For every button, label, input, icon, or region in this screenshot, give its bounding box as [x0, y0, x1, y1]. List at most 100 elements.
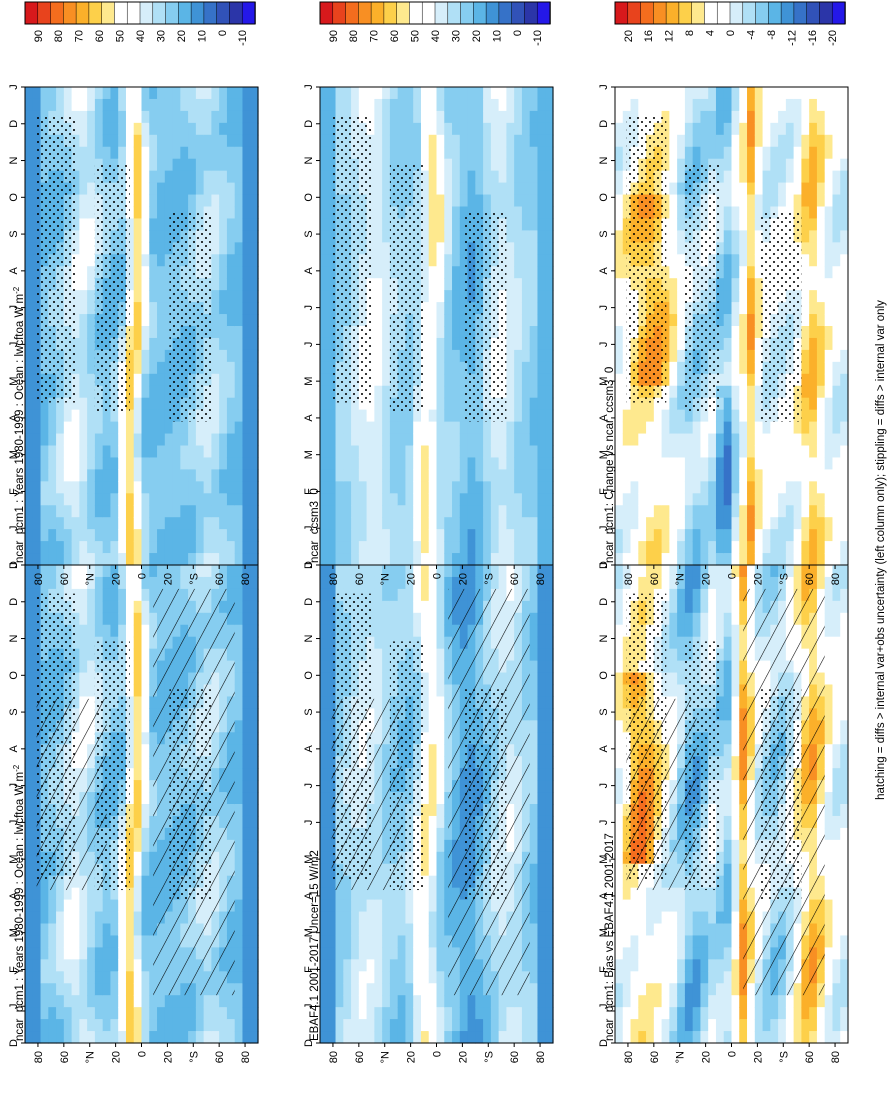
heatmap-cell — [125, 576, 135, 590]
heatmap-cell — [405, 624, 414, 638]
heatmap-cell — [40, 899, 49, 913]
heatmap-cell — [180, 98, 189, 112]
heatmap-cell — [413, 600, 422, 614]
heatmap-cell — [94, 421, 104, 435]
heatmap-cell — [141, 146, 150, 160]
heatmap-cell — [436, 612, 445, 626]
heatmap-cell — [226, 122, 236, 136]
heatmap-cell — [320, 242, 329, 255]
heatmap-cell — [545, 266, 554, 279]
heatmap-cell — [358, 529, 368, 542]
heatmap-cell — [413, 576, 422, 590]
heatmap-cell — [382, 146, 391, 160]
heatmap-cell — [420, 314, 430, 327]
heatmap-cell — [25, 373, 34, 387]
heatmap-cell — [483, 493, 492, 506]
hatching-region — [153, 588, 235, 996]
heatmap-cell — [125, 720, 135, 733]
heatmap-cell — [71, 469, 80, 482]
heatmap-cell — [125, 87, 135, 100]
heatmap-cell — [382, 134, 391, 148]
heatmap-cell — [25, 1007, 34, 1020]
heatmap-cell — [203, 194, 212, 208]
heatmap-cell — [79, 624, 88, 638]
heatmap-cell — [483, 995, 492, 1008]
heatmap-cell — [94, 1031, 104, 1044]
heatmap-cell — [40, 1007, 49, 1020]
heatmap-cell — [94, 947, 104, 960]
heatmap-cell — [211, 266, 220, 279]
heatmap-cell — [374, 541, 383, 554]
heatmap-cell — [420, 553, 430, 566]
heatmap-cell — [320, 541, 329, 554]
heatmap-cell — [366, 397, 375, 411]
heatmap-cell — [358, 1031, 368, 1044]
heatmap-cell — [366, 457, 375, 470]
heatmap-cell — [420, 983, 430, 996]
heatmap-cell — [94, 445, 104, 459]
heatmap-cell — [327, 947, 337, 960]
heatmap-cell — [529, 433, 539, 447]
heatmap-cell — [242, 158, 251, 172]
heatmap-cell — [459, 397, 469, 411]
heatmap-cell — [157, 481, 166, 494]
heatmap-cell — [483, 110, 492, 124]
heatmap-cell — [32, 576, 42, 590]
heatmap-cell — [436, 541, 445, 554]
heatmap-cell — [428, 230, 438, 243]
heatmap-cell — [118, 911, 127, 925]
heatmap-cell — [48, 541, 57, 554]
heatmap-cell — [133, 421, 143, 435]
heatmap-cell — [514, 529, 523, 542]
heatmap-cell — [529, 768, 539, 781]
heatmap-cell — [242, 553, 251, 566]
heatmap-cell — [110, 576, 119, 590]
heatmap-cell — [506, 110, 515, 124]
heatmap-cell — [537, 768, 546, 781]
heatmap-cell — [250, 935, 259, 948]
heatmap-cell — [141, 457, 150, 470]
heatmap-cell — [514, 433, 523, 447]
heatmap-cell — [242, 756, 251, 769]
heatmap-cell — [219, 1031, 228, 1044]
heatmap-cell — [226, 397, 236, 411]
heatmap-cell — [529, 624, 539, 638]
heatmap-cell — [79, 218, 88, 231]
heatmap-cell — [242, 732, 251, 745]
heatmap-cell — [389, 122, 399, 136]
heatmap-cell — [102, 576, 112, 590]
heatmap-cell — [48, 565, 57, 578]
heatmap-cell — [87, 182, 96, 196]
heatmap-cell — [521, 146, 531, 160]
heatmap-cell — [521, 433, 531, 447]
heatmap-cell — [188, 1019, 197, 1032]
heatmap-cell — [211, 409, 220, 423]
heatmap-cell — [149, 397, 158, 411]
heatmap-cell — [420, 863, 430, 877]
heatmap-cell — [94, 409, 104, 423]
heatmap-cell — [133, 206, 143, 220]
heatmap-cell — [226, 576, 236, 590]
heatmap-cell — [219, 98, 228, 112]
heatmap-cell — [320, 182, 329, 196]
heatmap-cell — [545, 815, 554, 829]
heatmap-cell — [242, 565, 251, 578]
heatmap-cell — [87, 421, 96, 435]
heatmap-cell — [234, 648, 244, 662]
heatmap-cell — [537, 923, 546, 937]
heatmap-cell — [428, 373, 438, 387]
heatmap-cell — [250, 911, 259, 925]
heatmap-cell — [467, 457, 476, 470]
heatmap-cell — [413, 481, 422, 494]
heatmap-cell — [428, 624, 438, 638]
heatmap-cell — [459, 194, 469, 208]
heatmap-cell — [498, 98, 507, 112]
heatmap-cell — [219, 421, 228, 435]
heatmap-cell — [234, 314, 244, 327]
heatmap-cell — [366, 433, 375, 447]
heatmap-cell — [102, 421, 112, 435]
heatmap-cell — [514, 385, 523, 399]
heatmap-cell — [514, 326, 523, 339]
heatmap-cell — [40, 565, 49, 578]
heatmap-cell — [234, 696, 244, 709]
